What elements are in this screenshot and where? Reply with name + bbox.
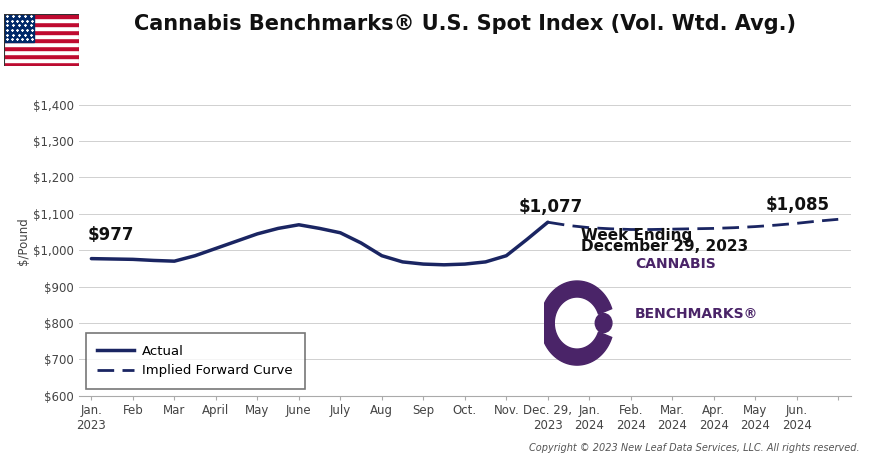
Text: December 29, 2023: December 29, 2023 [581, 239, 748, 254]
Bar [4, 34, 79, 38]
Bar [4, 54, 79, 58]
Legend: Actual, Implied Forward Curve: Actual, Implied Forward Curve [86, 333, 305, 389]
Text: CANNABIS: CANNABIS [635, 257, 716, 271]
Bar [4, 62, 79, 66]
Text: Copyright © 2023 New Leaf Data Services, LLC. All rights reserved.: Copyright © 2023 New Leaf Data Services,… [529, 443, 859, 453]
Text: Cannabis Benchmarks® U.S. Spot Index (Vol. Wtd. Avg.): Cannabis Benchmarks® U.S. Spot Index (Vo… [134, 14, 795, 34]
Y-axis label: $/Pound: $/Pound [18, 217, 31, 265]
Bar [4, 22, 79, 26]
Circle shape [595, 313, 612, 333]
Text: BENCHMARKS®: BENCHMARKS® [635, 307, 759, 321]
Polygon shape [540, 281, 611, 365]
Bar [4, 14, 34, 42]
Bar [4, 50, 79, 54]
Bar [4, 14, 79, 18]
Bar [4, 26, 79, 30]
Bar [4, 38, 79, 42]
Bar [4, 42, 79, 46]
Text: $1,077: $1,077 [519, 197, 583, 216]
Bar [4, 30, 79, 34]
Bar [4, 58, 79, 62]
Bar [4, 46, 79, 50]
Text: $977: $977 [87, 226, 133, 244]
Text: $1,085: $1,085 [766, 196, 830, 214]
Text: Week Ending: Week Ending [581, 228, 692, 243]
Bar [4, 18, 79, 22]
